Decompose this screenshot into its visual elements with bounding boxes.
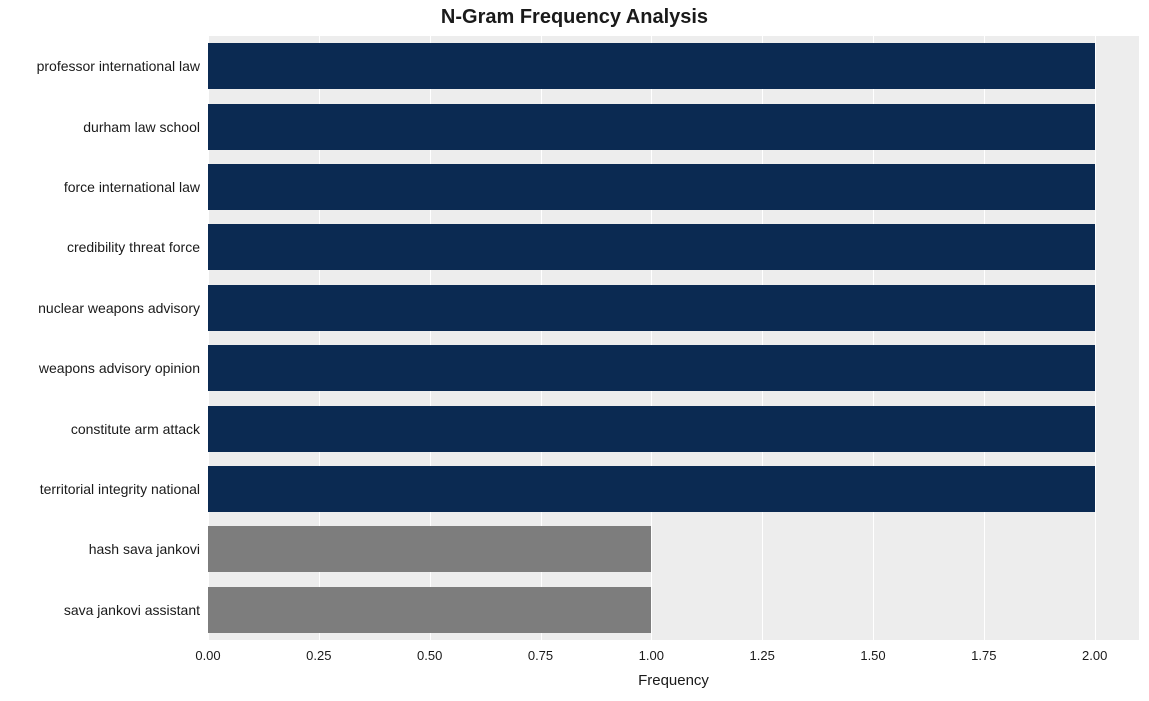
y-category-label: weapons advisory opinion: [39, 360, 208, 376]
x-tick-label: 1.75: [971, 640, 996, 663]
x-tick-label: 1.00: [639, 640, 664, 663]
x-tick-label: 0.00: [195, 640, 220, 663]
chart-title: N-Gram Frequency Analysis: [0, 0, 1149, 29]
bar: [208, 526, 651, 572]
x-tick-label: 2.00: [1082, 640, 1107, 663]
y-category-label: professor international law: [37, 58, 208, 74]
bar: [208, 466, 1095, 512]
x-tick-label: 0.75: [528, 640, 553, 663]
x-axis-title: Frequency: [638, 672, 709, 689]
y-category-label: credibility threat force: [67, 239, 208, 255]
ngram-frequency-chart: N-Gram Frequency Analysis 0.000.250.500.…: [0, 0, 1149, 701]
x-tick-label: 0.50: [417, 640, 442, 663]
y-category-label: territorial integrity national: [40, 481, 208, 497]
x-tick-label: 1.50: [860, 640, 885, 663]
grid-line: [1095, 36, 1096, 640]
bar: [208, 285, 1095, 331]
y-category-label: hash sava jankovi: [89, 541, 208, 557]
y-category-label: sava jankovi assistant: [64, 602, 208, 618]
y-category-label: nuclear weapons advisory: [38, 300, 208, 316]
bar: [208, 104, 1095, 150]
bar: [208, 345, 1095, 391]
bar: [208, 43, 1095, 89]
x-tick-label: 1.25: [750, 640, 775, 663]
y-category-label: durham law school: [83, 119, 208, 135]
y-category-label: force international law: [64, 179, 208, 195]
bar: [208, 587, 651, 633]
bar: [208, 406, 1095, 452]
x-tick-label: 0.25: [306, 640, 331, 663]
bar: [208, 224, 1095, 270]
y-category-label: constitute arm attack: [71, 421, 208, 437]
plot-area: 0.000.250.500.751.001.251.501.752.00prof…: [208, 36, 1139, 640]
bar: [208, 164, 1095, 210]
